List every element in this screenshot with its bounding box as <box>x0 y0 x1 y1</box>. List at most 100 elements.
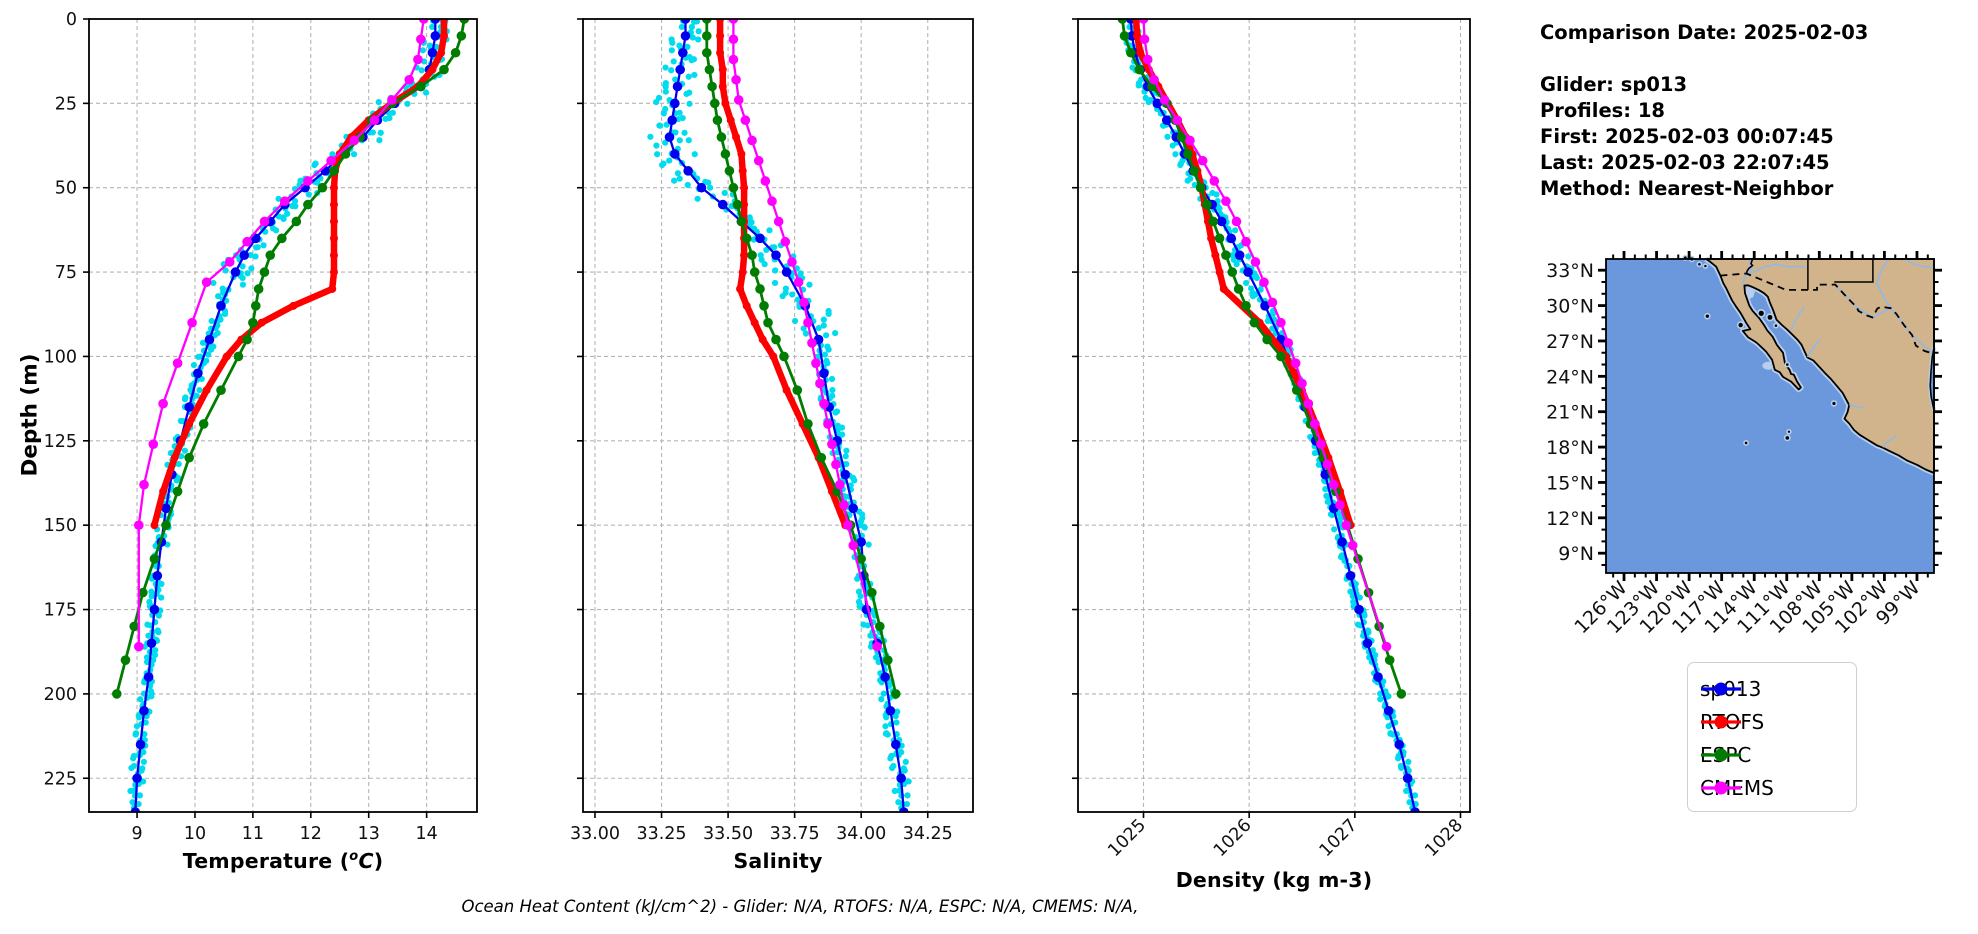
x-tick-label: 11 <box>242 824 264 844</box>
espc-markers <box>111 19 470 699</box>
islands <box>1682 254 1838 446</box>
depth-tick-label: 50 <box>55 179 77 199</box>
legend-item-sp013: sp013 <box>1700 672 1842 705</box>
sp013-markers <box>130 19 441 812</box>
land-mass <box>1705 258 1935 474</box>
axis-ticks: 33.00 33.25 33.50 33.75 34.00 34.25 <box>570 18 953 844</box>
legend-line-marker-icon <box>1701 781 1741 794</box>
grid-lines <box>1078 18 1470 812</box>
x-tick-label: 1025 <box>1104 815 1150 861</box>
cmems-markers <box>134 19 429 652</box>
glider-scatter <box>127 19 450 811</box>
lat-tick-label: 12°N <box>1546 508 1594 530</box>
espc-markers <box>1117 19 1407 699</box>
x-tick-label: 33.50 <box>703 824 753 844</box>
depth-tick-label: 75 <box>55 263 77 283</box>
depth-tick-label: 225 <box>44 769 77 789</box>
lat-tick-label: 21°N <box>1546 402 1594 424</box>
depth-tick-label: 25 <box>55 94 77 114</box>
legend-line-marker-icon <box>1701 682 1741 695</box>
x-tick-label: 34.00 <box>836 824 886 844</box>
x-tick-label: 13 <box>358 824 380 844</box>
x-tick-label: 10 <box>184 824 206 844</box>
x-tick-label: 1026 <box>1210 815 1256 861</box>
glider-scatter <box>647 19 912 811</box>
legend-item-rtofs: RTOFS <box>1700 705 1842 738</box>
legend-item-espc: ESPC <box>1700 738 1842 771</box>
x-tick-label: 14 <box>415 824 437 844</box>
sp013-line <box>668 19 905 812</box>
celsius-symbol: C <box>358 849 374 873</box>
density-axis-title: Density (kg m-3) <box>1175 868 1373 892</box>
axes-spines <box>582 18 974 813</box>
lat-tick-label: 27°N <box>1546 331 1594 353</box>
depth-tick-label: 100 <box>44 347 77 367</box>
axes-spines <box>1077 18 1471 813</box>
sp013-markers <box>664 19 909 812</box>
lat-tick-label: 33°N <box>1546 260 1594 282</box>
temperature-axis-title: Temperature (oC) <box>89 849 477 873</box>
comparison-date-text: Comparison Date: 2025-02-03 <box>1540 21 1869 44</box>
lat-tick-label: 18°N <box>1546 437 1594 459</box>
comparison-info-panel: Comparison Date: 2025-02-03 Glider: sp01… <box>1540 20 1868 202</box>
map-frame <box>1605 258 1935 574</box>
cmems-line <box>137 19 425 647</box>
cmems-line <box>732 19 879 647</box>
x-tick-label: 1028 <box>1421 815 1467 861</box>
x-tick-label: 34.25 <box>903 824 953 844</box>
legend-line-marker-icon <box>1701 715 1741 728</box>
density-plot: 1025 1026 1027 1028 <box>1072 18 1471 861</box>
depth-tick-label: 200 <box>44 685 77 705</box>
depth-axis-title: Depth (m) <box>17 353 43 477</box>
sp013-markers <box>1126 19 1420 812</box>
x-tick-label: 9 <box>131 824 142 844</box>
international-border <box>1720 272 1933 355</box>
salinity-plot: 33.00 33.25 33.50 33.75 34.00 34.25 <box>570 18 974 844</box>
depth-tick-label: 175 <box>44 601 77 621</box>
cmems-markers <box>728 19 882 652</box>
location-map: 9°N12°N15°N18°N21°N24°N27°N30°N33°N99°W1… <box>1546 251 1942 638</box>
lat-tick-label: 15°N <box>1546 472 1594 494</box>
state-borders <box>1745 258 1874 290</box>
plot-area <box>1117 19 1420 812</box>
lat-tick-label: 24°N <box>1546 366 1594 388</box>
legend-box: sp013RTOFSESPCCMEMS <box>1687 662 1857 812</box>
lat-tick-label: 30°N <box>1546 296 1594 318</box>
glider-id-text: Glider: sp013 <box>1540 73 1688 96</box>
grid-lines <box>583 18 973 812</box>
ocean-heat-content-footnote: Ocean Heat Content (kJ/cm^2) - Glider: N… <box>461 897 1139 916</box>
axis-ticks: 9 10 11 12 13 14 0 25 50 75 100 125 150 175 200 225 <box>44 10 438 844</box>
legend-item-cmems: CMEMS <box>1700 771 1842 804</box>
plot-area <box>111 19 470 812</box>
x-tick-label: 1027 <box>1316 815 1362 861</box>
x-tick-label: 12 <box>300 824 322 844</box>
last-profile-time-text: Last: 2025-02-03 22:07:45 <box>1540 151 1830 174</box>
info-spacer <box>1540 46 1868 72</box>
x-tick-label: 33.25 <box>636 824 686 844</box>
axis-ticks: 1025 1026 1027 1028 <box>1072 18 1467 861</box>
sp013-line <box>134 19 437 812</box>
glider-scatter <box>1123 19 1419 811</box>
method-text: Method: Nearest-Neighbor <box>1540 177 1834 200</box>
shallow-gulf-head <box>1744 285 1756 300</box>
cmems-line <box>1142 19 1388 648</box>
temperature-axis-title-text: Temperature ( <box>182 849 350 873</box>
closing-paren: ) <box>373 849 384 873</box>
temperature-plot: 9 10 11 12 13 14 0 25 50 75 100 125 150 175 200 225 <box>44 10 478 844</box>
axes-spines <box>88 18 478 813</box>
plot-area <box>647 19 912 812</box>
legend-line-marker-icon <box>1701 748 1741 761</box>
x-tick-label: 33.00 <box>570 824 620 844</box>
cmems-markers <box>1138 19 1392 652</box>
profiles-count-text: Profiles: 18 <box>1540 99 1665 122</box>
depth-tick-label: 150 <box>44 516 77 536</box>
rivers <box>1742 258 1935 448</box>
depth-tick-label: 0 <box>66 10 77 30</box>
shallow-bank <box>1762 361 1775 370</box>
lat-tick-label: 9°N <box>1558 543 1594 565</box>
x-tick-label: 33.75 <box>770 824 820 844</box>
depth-tick-label: 125 <box>44 432 77 452</box>
degree-superscript: o <box>349 849 359 865</box>
first-profile-time-text: First: 2025-02-03 00:07:45 <box>1540 125 1834 148</box>
